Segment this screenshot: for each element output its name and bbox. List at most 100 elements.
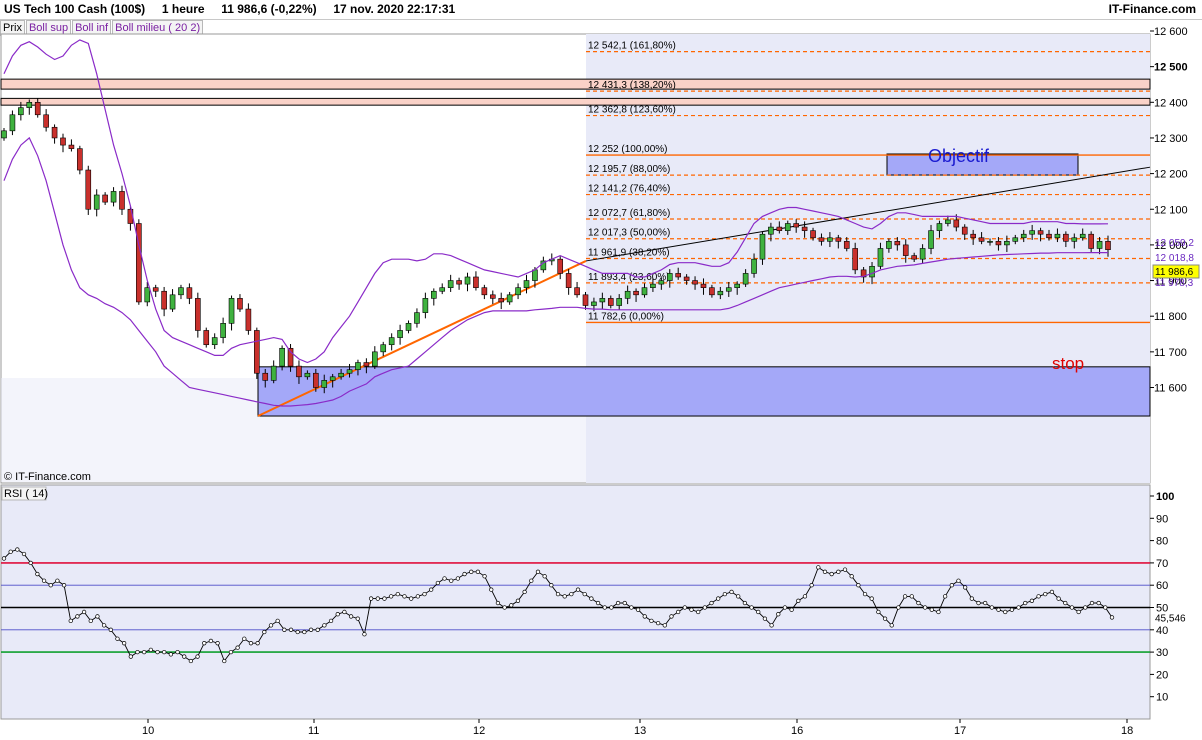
rsi-point bbox=[622, 600, 627, 606]
x-tick-label: 10 bbox=[142, 725, 154, 737]
candle-body bbox=[388, 337, 395, 346]
candle-body bbox=[296, 365, 302, 378]
candle-body bbox=[591, 301, 597, 306]
rsi-point bbox=[489, 587, 494, 592]
rsi-point bbox=[549, 583, 554, 588]
rsi-point bbox=[1016, 605, 1021, 610]
rsi-point bbox=[769, 623, 774, 628]
candle-body bbox=[1, 130, 7, 139]
candle-body bbox=[709, 287, 715, 296]
rsi-point bbox=[215, 641, 220, 646]
right-price-label: 12 059,2 bbox=[1155, 238, 1194, 249]
rsi-point bbox=[562, 594, 567, 599]
candle-body bbox=[675, 273, 681, 278]
rsi-point bbox=[642, 614, 647, 619]
rsi-point bbox=[842, 567, 848, 572]
rsi-point bbox=[429, 587, 434, 592]
rsi-point bbox=[569, 591, 574, 597]
rsi-point bbox=[522, 589, 527, 595]
rsi-point bbox=[35, 571, 40, 577]
rsi-point bbox=[702, 605, 707, 610]
site-name: IT-Finance.com bbox=[1108, 2, 1196, 16]
candle-body bbox=[607, 298, 614, 306]
rsi-point bbox=[849, 574, 854, 579]
rsi-point bbox=[222, 658, 227, 664]
candle-body bbox=[700, 283, 707, 288]
candle-body bbox=[827, 237, 833, 242]
candle-body bbox=[380, 344, 387, 353]
rsi-point bbox=[268, 623, 274, 628]
rsi-point bbox=[475, 569, 481, 574]
rsi-point bbox=[836, 569, 841, 574]
rsi-title: RSI ( 14) bbox=[4, 488, 48, 500]
rsi-point bbox=[509, 603, 514, 608]
rsi-point bbox=[869, 596, 874, 601]
rsi-point bbox=[1023, 600, 1028, 606]
candle-body bbox=[363, 362, 370, 367]
candle-body bbox=[144, 287, 151, 303]
rsi-point bbox=[635, 607, 641, 612]
legend-prix[interactable]: Prix bbox=[0, 20, 25, 36]
candle-body bbox=[397, 330, 403, 338]
rsi-point bbox=[602, 605, 607, 610]
candle-body bbox=[77, 148, 83, 171]
rsi-point bbox=[902, 594, 908, 599]
rsi-point bbox=[589, 596, 594, 601]
candle-body bbox=[355, 362, 361, 370]
rsi-point bbox=[669, 614, 674, 619]
candle-body bbox=[768, 226, 774, 235]
x-tick-label: 17 bbox=[954, 725, 966, 737]
candle-body bbox=[506, 294, 513, 303]
candle-body bbox=[641, 287, 648, 296]
candle-body bbox=[220, 323, 226, 338]
candle-body bbox=[683, 276, 690, 281]
zone-resistance-lower bbox=[0, 97, 1151, 106]
candle-body bbox=[85, 169, 92, 210]
fib-label: 12 017,3 (50,00%) bbox=[588, 228, 670, 239]
rsi-point bbox=[1, 556, 7, 561]
rsi-point bbox=[909, 594, 914, 599]
candle-body bbox=[152, 287, 159, 292]
y-tick-label: 11 800 bbox=[1154, 311, 1187, 323]
candle-body bbox=[835, 237, 842, 242]
rsi-point bbox=[28, 560, 33, 566]
candle-body bbox=[599, 298, 606, 303]
rsi-point bbox=[1056, 596, 1061, 601]
rsi-point bbox=[936, 609, 941, 615]
candle-body bbox=[759, 233, 766, 260]
candle-body bbox=[1079, 233, 1086, 239]
fib-label: 12 072,7 (61,80%) bbox=[588, 208, 670, 219]
candle-body bbox=[422, 298, 429, 313]
y-tick-label: 12 300 bbox=[1154, 133, 1188, 145]
chart-title: US Tech 100 Cash (100$) 1 heure 11 986,6… bbox=[4, 2, 456, 16]
rsi-point bbox=[816, 565, 821, 570]
rsi-point bbox=[382, 596, 387, 601]
rsi-point bbox=[742, 600, 748, 606]
candle-body bbox=[945, 219, 951, 224]
candle-body bbox=[877, 248, 884, 267]
rsi-tick-label: 30 bbox=[1156, 647, 1168, 659]
legend-boll-milieu[interactable]: Boll milieu ( 20 2) bbox=[112, 20, 204, 36]
candle-body bbox=[136, 223, 142, 303]
rsi-point bbox=[782, 605, 788, 610]
legend-boll-sup[interactable]: Boll sup bbox=[25, 20, 72, 36]
candle-body bbox=[810, 230, 816, 239]
candle-body bbox=[717, 290, 724, 296]
rsi-point bbox=[61, 583, 67, 588]
zone-resistance-upper bbox=[0, 78, 1151, 90]
y-tick-label: 12 200 bbox=[1154, 169, 1188, 181]
candle-body bbox=[169, 294, 176, 310]
rsi-point bbox=[555, 591, 561, 597]
rsi-tick-label: 100 bbox=[1156, 491, 1174, 503]
rsi-point bbox=[542, 574, 547, 579]
rsi-point bbox=[68, 618, 73, 624]
rsi-point bbox=[409, 596, 414, 601]
fib-label: 12 431,3 (138,20%) bbox=[588, 80, 676, 91]
candle-body bbox=[498, 298, 505, 303]
rsi-tick-label: 40 bbox=[1156, 625, 1168, 637]
rsi-point bbox=[776, 612, 781, 617]
rsi-point bbox=[15, 547, 20, 552]
candle-body bbox=[178, 287, 184, 296]
rsi-point bbox=[415, 594, 420, 599]
candle-body bbox=[734, 283, 740, 288]
